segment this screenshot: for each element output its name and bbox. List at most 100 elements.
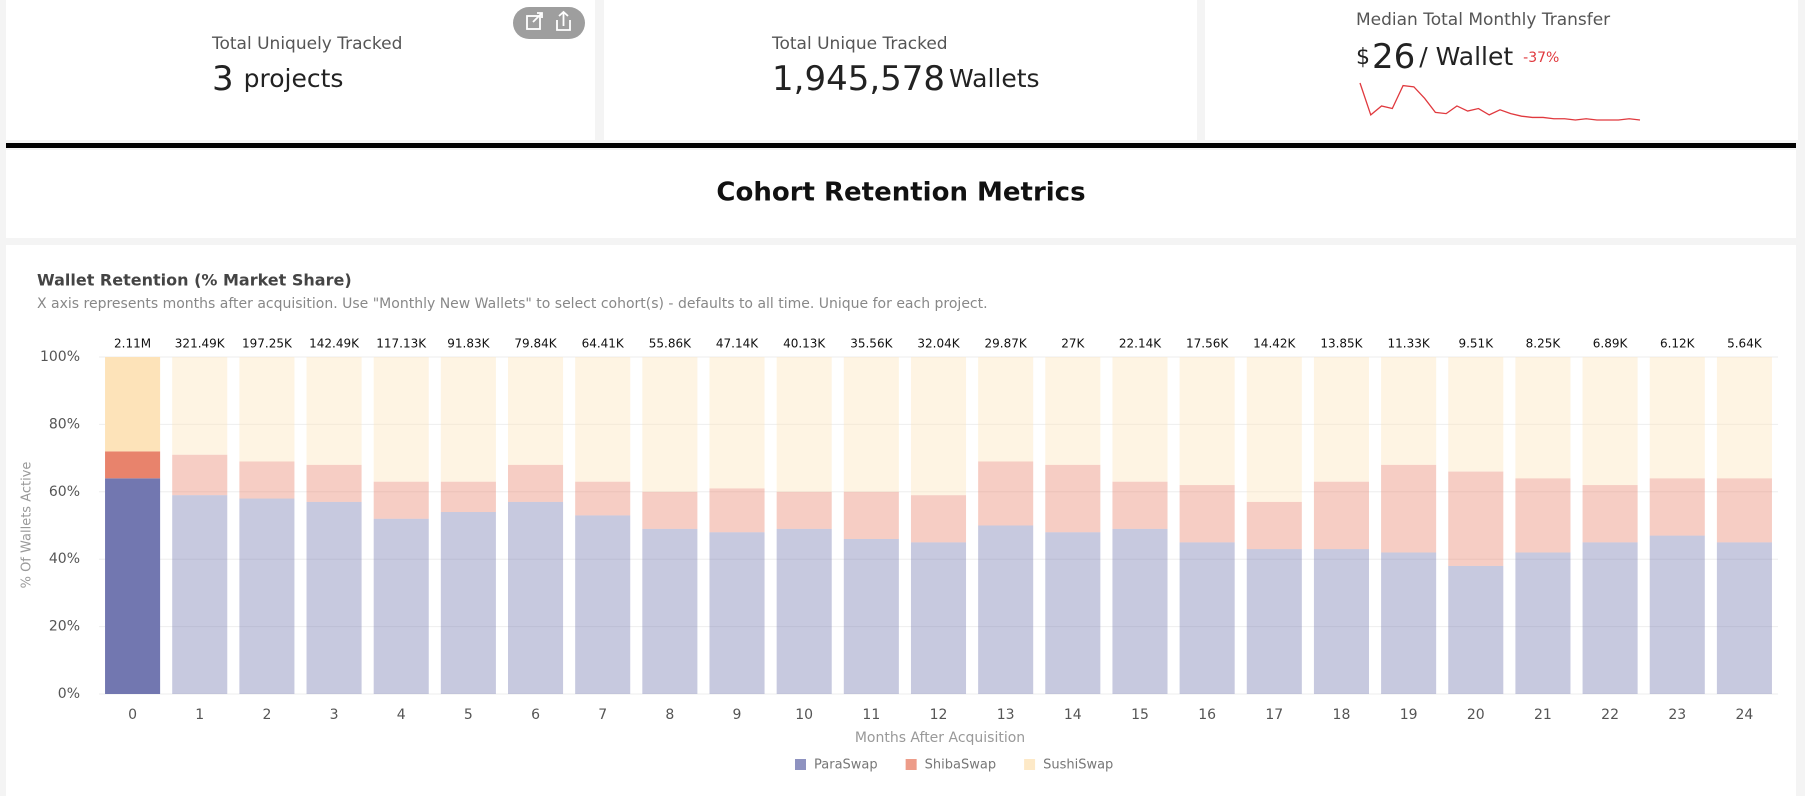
total-label: 6.89K — [1593, 337, 1629, 351]
kpi-label: Total Uniquely Tracked — [211, 34, 402, 54]
bar-segment — [1448, 357, 1504, 472]
x-tick-label: 18 — [1333, 707, 1351, 723]
total-label: 22.14K — [1119, 337, 1162, 351]
bar-segment — [1179, 485, 1235, 543]
y-tick-label: 80% — [49, 416, 80, 432]
kpi-unit: / Wallet — [1419, 42, 1513, 71]
kpi-value: 3 projects — [212, 59, 343, 99]
total-label: 29.87K — [985, 337, 1028, 351]
bar-segment — [172, 454, 228, 496]
total-label: 32.04K — [917, 337, 960, 351]
bar-segment — [910, 495, 967, 543]
bar-segment — [978, 525, 1034, 694]
bar-segment — [306, 464, 362, 502]
x-tick-label: 9 — [733, 707, 742, 723]
y-tick-label: 60% — [49, 484, 80, 500]
bar-segment — [709, 357, 765, 489]
total-label: 55.86K — [649, 337, 692, 351]
bar-segment — [1246, 357, 1302, 502]
sparkline — [1359, 82, 1641, 121]
bar-segment — [1649, 357, 1705, 479]
kpi-unit: Wallets — [949, 64, 1040, 93]
x-tick-label: 14 — [1064, 707, 1082, 723]
bar-segment — [1716, 357, 1772, 479]
x-tick-label: 15 — [1131, 707, 1149, 723]
share-icon[interactable] — [556, 10, 571, 31]
x-tick-label: 12 — [930, 707, 948, 723]
bar-segment — [575, 357, 631, 482]
x-tick-label: 6 — [531, 707, 540, 723]
total-label: 13.85K — [1320, 337, 1363, 351]
plot: 0% 20% 40% 60% 80% 100% 2.11M 0 321.49K 1 197.25K 2… — [40, 337, 1778, 773]
total-label: 6.12K — [1660, 337, 1696, 351]
x-tick-label: 24 — [1736, 707, 1754, 723]
bar-segment — [1582, 485, 1638, 543]
bar-segment — [843, 491, 899, 539]
total-label: 321.49K — [175, 337, 226, 351]
bar-segment — [1448, 565, 1504, 694]
legend-label: ParaSwap — [814, 758, 878, 773]
bar-segment — [239, 357, 295, 462]
divider — [6, 143, 1796, 148]
bar-segment — [105, 357, 161, 452]
bar-segment — [373, 518, 429, 694]
y-axis-label: % Of Wallets Active — [20, 462, 35, 589]
total-label: 79.84K — [514, 337, 557, 351]
section-title: Cohort Retention Metrics — [716, 178, 1085, 208]
bar-segment — [1515, 357, 1571, 479]
sparkline-line — [1359, 82, 1641, 121]
bar-segment — [575, 481, 631, 516]
x-tick-label: 17 — [1265, 707, 1283, 723]
y-tick-label: 100% — [40, 349, 80, 365]
bar-segment — [1381, 464, 1437, 553]
legend-swatch — [905, 759, 917, 770]
bar-segment — [105, 478, 161, 694]
bar-segment — [1649, 478, 1705, 536]
bar-segment — [172, 495, 228, 694]
total-label: 5.64K — [1727, 337, 1763, 351]
x-tick-label: 8 — [665, 707, 674, 723]
bar-segment — [1246, 501, 1302, 550]
kpi-label: Total Unique Tracked — [771, 34, 948, 54]
total-label: 27K — [1061, 337, 1085, 351]
y-tick-label: 20% — [49, 619, 80, 635]
x-tick-label: 16 — [1198, 707, 1216, 723]
legend-label: SushiSwap — [1043, 758, 1113, 773]
x-tick-label: 2 — [262, 707, 271, 723]
bar-segment — [373, 481, 429, 519]
x-tick-label: 20 — [1467, 707, 1485, 723]
open-icon[interactable] — [526, 12, 543, 30]
bar-segment — [978, 357, 1034, 462]
total-label: 35.56K — [850, 337, 893, 351]
bar-segment — [1381, 357, 1437, 465]
bar-segment — [306, 501, 362, 694]
bar-segment — [1045, 464, 1101, 533]
bar-segment — [1112, 357, 1168, 482]
bar-segment — [575, 515, 631, 694]
x-tick-label: 0 — [128, 707, 137, 723]
x-tick-label: 13 — [997, 707, 1015, 723]
bar-segment — [1582, 357, 1638, 486]
bar-segment — [508, 501, 564, 694]
total-label: 142.49K — [309, 337, 360, 351]
bar-segment — [105, 451, 161, 479]
x-tick-label: 22 — [1601, 707, 1619, 723]
kpi-value: $26/ Wallet -37% — [1356, 37, 1559, 77]
total-label: 8.25K — [1526, 337, 1562, 351]
x-tick-label: 10 — [795, 707, 813, 723]
bar-segment — [776, 491, 832, 529]
bar-segment — [1582, 542, 1638, 694]
kpi-label: Median Total Monthly Transfer — [1356, 10, 1610, 30]
bar-segment — [1313, 549, 1369, 694]
total-label: 91.83K — [447, 337, 490, 351]
y-tick-label: 40% — [49, 551, 80, 567]
total-label: 14.42K — [1253, 337, 1296, 351]
kpi-prefix: $ — [1356, 45, 1370, 70]
legend-label: ShibaSwap — [925, 758, 996, 773]
total-label: 117.13K — [376, 337, 427, 351]
bar-segment — [1448, 471, 1504, 566]
bar-segment — [1112, 528, 1168, 694]
bar-segment — [1381, 552, 1437, 694]
x-tick-label: 21 — [1534, 707, 1552, 723]
